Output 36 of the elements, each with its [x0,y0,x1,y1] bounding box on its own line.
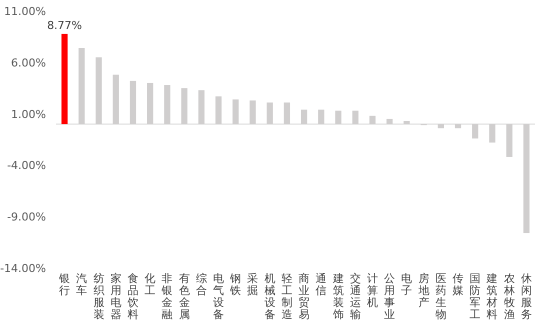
x-tick-label: 化工 [144,272,156,297]
x-tick-label: 电气设备 [213,272,224,321]
x-tick-label: 建筑装饰 [332,272,344,321]
x-tick-label: 家用电器 [110,272,122,321]
x-tick-label: 国防军工 [470,272,481,321]
x-tick-label: 机械设备 [264,272,276,321]
y-tick-label: -9.00% [7,210,46,224]
y-tick-label: 6.00% [11,56,46,70]
y-tick-label: 11.00% [4,5,46,18]
x-tick-label: 建筑材料 [486,272,498,321]
x-tick-label: 轻工制造 [281,272,292,321]
x-tick-label: 休闲服务 [520,272,532,321]
x-tick-label: 汽车 [76,272,88,297]
x-tick-label: 银行 [58,272,70,297]
x-tick-label: 通信 [316,272,327,297]
x-tick-label: 商业贸易 [298,272,310,321]
y-tick-label: -14.00% [0,262,46,275]
x-tick-label: 交通运输 [350,272,361,321]
x-tick-label: 综合 [196,272,207,297]
x-tick-label: 非银金融 [160,272,173,321]
x-tick-label: 有色金属 [178,272,190,321]
x-tick-label: 采掘 [247,272,258,297]
x-tick-label: 传媒 [452,272,464,297]
x-tick-label: 钢铁 [229,272,242,297]
x-tick-label: 农林牧渔 [502,272,515,321]
x-tick-label: 电子 [401,272,412,297]
y-tick-label: -4.00% [7,159,46,172]
x-tick-label: 食品饮料 [126,272,138,321]
bar [61,34,68,124]
x-tick-label: 纺织服装 [93,272,104,321]
x-tick-label: 计算机 [366,272,378,309]
data-label: 8.77% [47,18,82,32]
x-tick-label: 房地产 [417,272,430,309]
y-tick-label: 1.00% [11,108,46,121]
x-tick-label: 公用事业 [384,272,396,321]
x-tick-label: 医药生物 [435,272,446,321]
